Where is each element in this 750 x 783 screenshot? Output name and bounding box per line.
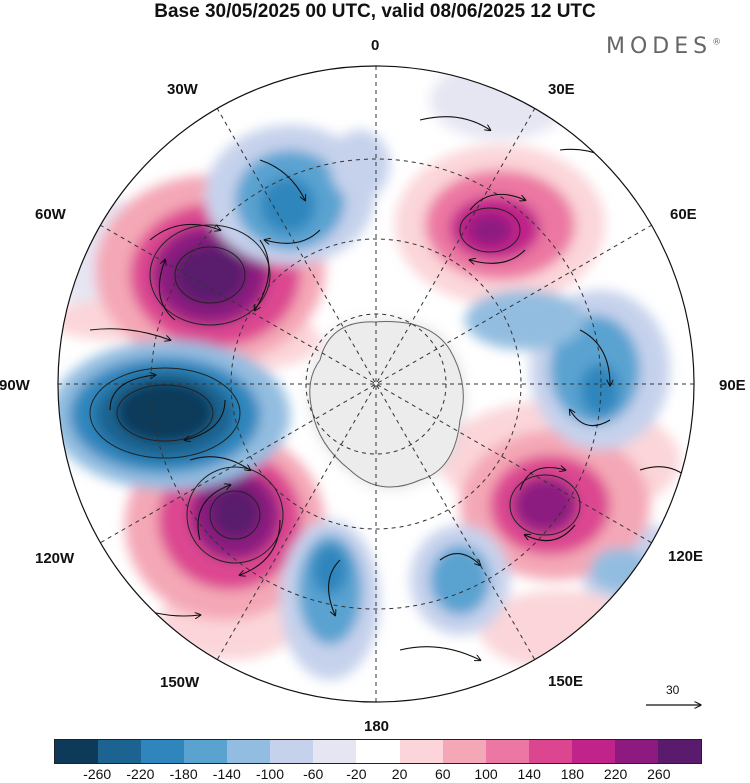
colorbar-swatch	[356, 740, 400, 763]
registered-mark: ®	[712, 37, 722, 48]
colorbar-swatch	[55, 740, 99, 763]
colorbar-swatch	[98, 740, 142, 763]
colorbar-swatch	[485, 740, 529, 763]
colorbar-tick-label: -20	[346, 766, 367, 782]
colorbar-swatch	[399, 740, 443, 763]
colorbar-tick-label: 180	[560, 766, 585, 782]
meridian-label-30e: 30E	[548, 81, 575, 98]
colorbar-tick-label: -100	[255, 766, 285, 782]
anomaly-contours	[89, 207, 581, 564]
colorbar-tick-label: -260	[83, 766, 112, 782]
meridian-label-180: 180	[364, 718, 390, 735]
colorbar-tick-label: 260	[647, 766, 671, 782]
colorbar-swatch	[442, 740, 486, 763]
colorbar-tick-label: 140	[517, 766, 541, 782]
colorbar-tick-label: -60	[303, 766, 324, 782]
meridian-label-30w: 30W	[167, 81, 198, 98]
meridian-label-150e: 150E	[548, 673, 584, 690]
meridian-label-60w: 60W	[35, 206, 66, 223]
colorbar-tick-label: 220	[603, 766, 628, 782]
colorbar-tick-label: 100	[474, 766, 498, 782]
meridian-label-90e: 90E	[719, 377, 746, 394]
meridian-label-60e: 60E	[670, 206, 697, 223]
colorbar-tick-label: 60	[435, 766, 451, 782]
colorbar-tick-label: 20	[391, 766, 408, 782]
modes-logo: MODES®	[606, 34, 721, 59]
meridian-label-120e: 120E	[668, 548, 704, 565]
meridian-label-0: 0	[371, 37, 380, 54]
colorbar-swatch	[614, 740, 658, 763]
colorbar-swatch	[571, 740, 615, 763]
meridian-label-150w: 150W	[160, 674, 200, 691]
vector-reference-label: 30	[666, 683, 680, 697]
brand-text: MODES	[606, 34, 713, 59]
figure-title: Base 30/05/2025 00 UTC, valid 08/06/2025…	[154, 1, 596, 22]
colorbar-swatch	[184, 740, 228, 763]
colorbar-tick-label: -180	[169, 766, 198, 782]
map-boundary	[57, 65, 695, 703]
colorbar-swatch	[528, 740, 572, 763]
meridian-label-90w: 90W	[0, 377, 30, 394]
antarctica-coastline	[309, 321, 464, 488]
colorbar-swatch	[313, 740, 357, 763]
colorbar-swatch	[657, 740, 701, 763]
colorbar-swatch	[227, 740, 271, 763]
colorbar	[54, 739, 702, 764]
colorbar-tick-label: -140	[212, 766, 241, 782]
colorbar-swatch	[270, 740, 314, 763]
meridian-label-120w: 120W	[35, 550, 75, 567]
colorbar-tick-label: -220	[126, 766, 155, 782]
colorbar-swatch	[141, 740, 185, 763]
